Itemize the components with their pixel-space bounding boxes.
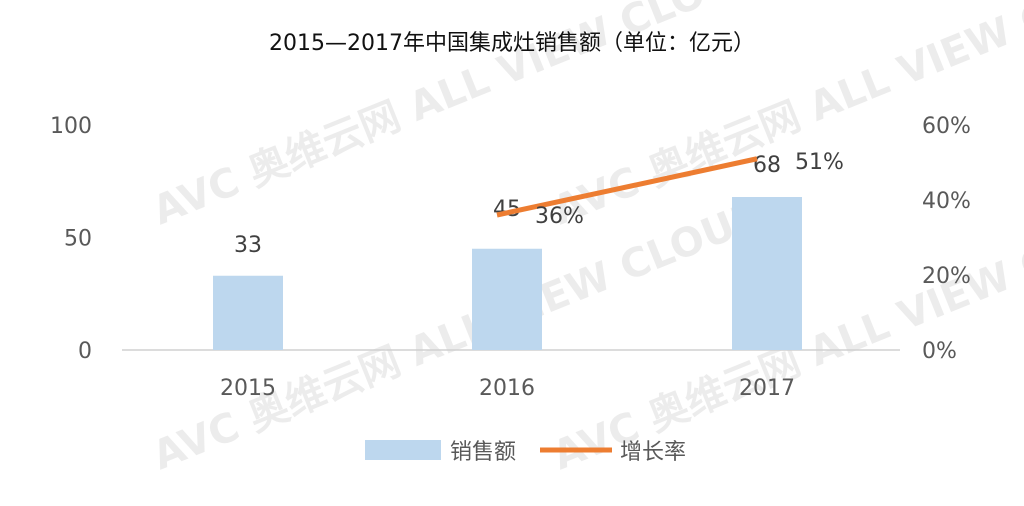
legend-label: 增长率	[620, 440, 686, 465]
bar	[732, 197, 802, 350]
y-left-tick-label: 50	[64, 227, 92, 252]
bar	[472, 248, 542, 350]
bar-data-label: 68	[753, 153, 781, 178]
bar-data-label: 33	[234, 233, 262, 258]
x-tick-label: 2015	[220, 376, 276, 401]
bar	[213, 275, 283, 350]
y-right-tick-label: 60%	[922, 114, 971, 139]
line-data-label: 51%	[795, 150, 844, 175]
y-right-tick-label: 0%	[922, 339, 957, 364]
chart-title: 2015—2017年中国集成灶销售额（单位：亿元）	[269, 31, 755, 56]
y-right-tick-label: 40%	[922, 189, 971, 214]
legend-label: 销售额	[450, 440, 516, 465]
line-data-label: 36%	[535, 204, 584, 229]
line-series	[496, 156, 758, 218]
x-tick-label: 2017	[739, 376, 795, 401]
x-tick-label: 2016	[479, 376, 535, 401]
y-left-tick-label: 0	[78, 339, 92, 364]
y-right-tick-label: 20%	[922, 264, 971, 289]
legend-swatch-bar	[365, 440, 441, 460]
y-left-tick-label: 100	[50, 114, 92, 139]
